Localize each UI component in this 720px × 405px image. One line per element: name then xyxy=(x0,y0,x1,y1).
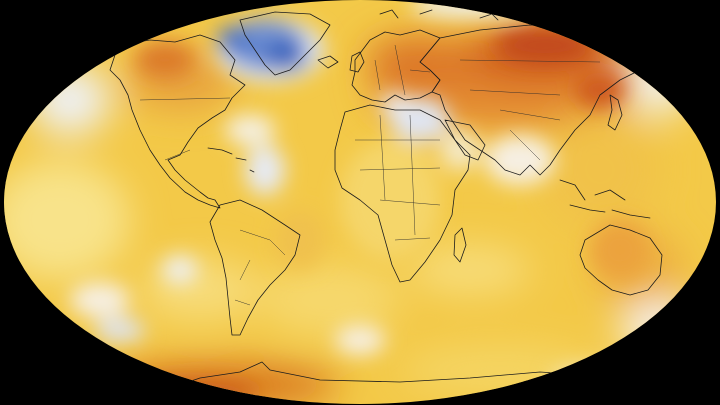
coast-british-isles xyxy=(349,51,365,73)
coast-south-america xyxy=(209,199,301,336)
coast-caribbean xyxy=(207,147,255,173)
coast-arabia xyxy=(444,119,486,161)
coast-north-america xyxy=(109,34,246,209)
coast-southeast-asia xyxy=(559,179,651,219)
coast-japan xyxy=(607,94,623,131)
country-borders xyxy=(139,44,601,306)
coast-iceland xyxy=(317,55,339,69)
coast-australia xyxy=(579,224,663,296)
coast-greenland xyxy=(239,11,331,76)
coast-madagascar xyxy=(453,227,467,263)
coast-africa xyxy=(334,104,471,283)
